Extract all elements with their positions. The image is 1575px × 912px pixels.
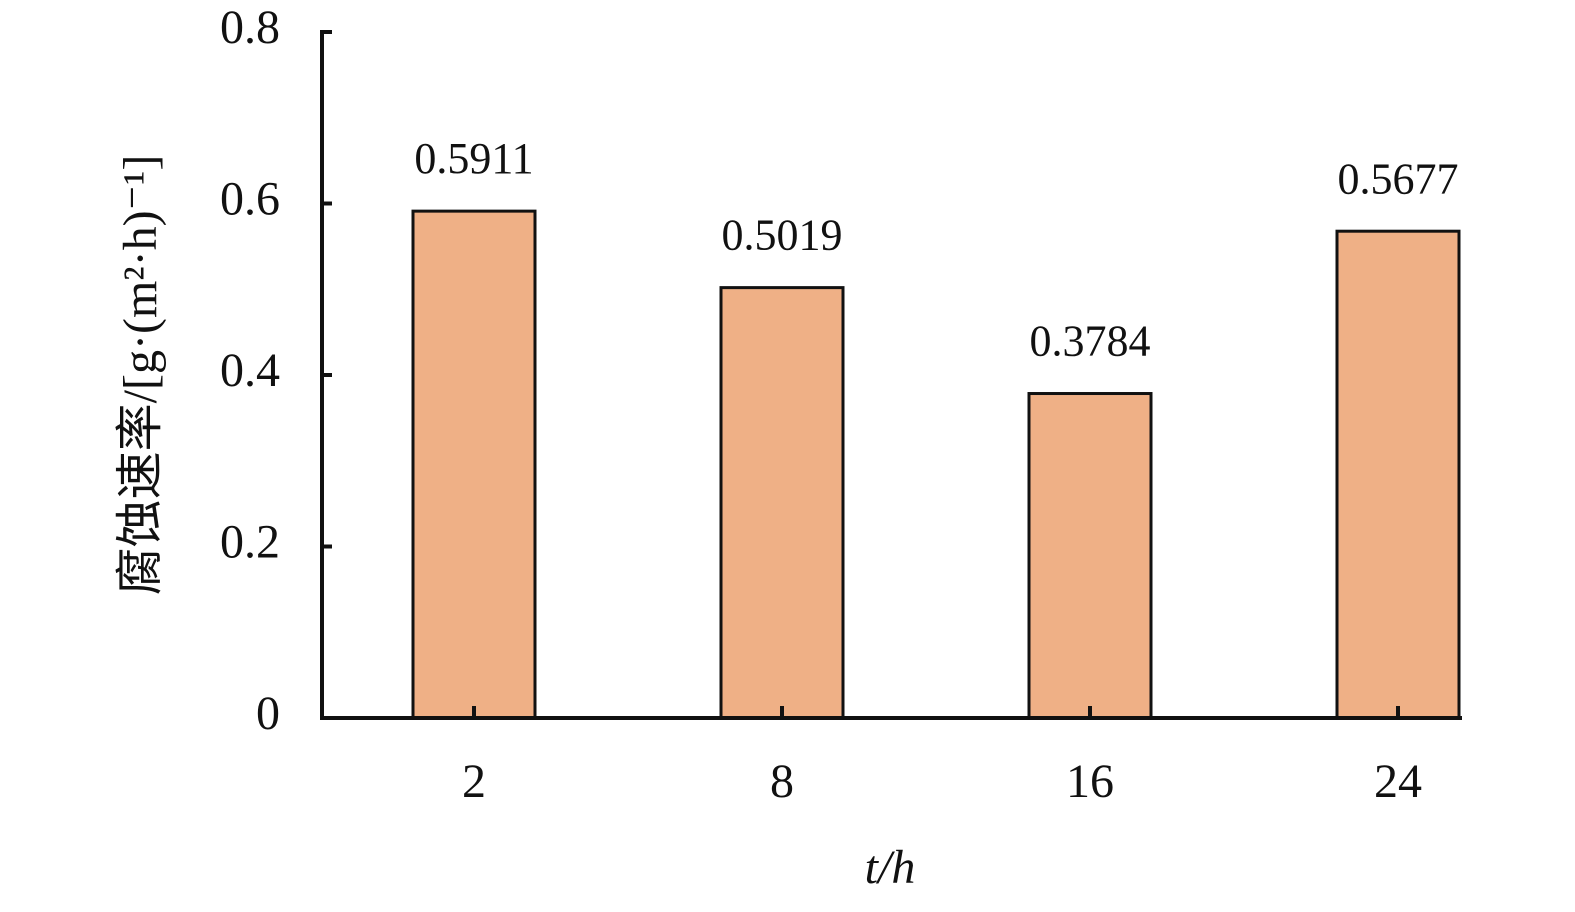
y-tick-label: 0.6 <box>220 173 280 226</box>
y-tick-label: 0.8 <box>220 1 280 54</box>
bar <box>411 209 537 720</box>
value-label: 0.5911 <box>414 134 533 183</box>
x-tick-label: 8 <box>770 755 794 808</box>
x-tick-label: 2 <box>462 755 486 808</box>
y-tick-label: 0.2 <box>220 516 280 569</box>
x-tick-label: 24 <box>1374 755 1422 808</box>
bar <box>1335 229 1461 720</box>
value-label: 0.5019 <box>722 211 843 260</box>
value-label: 0.3784 <box>1030 317 1151 366</box>
y-tick-label: 0.4 <box>220 344 280 397</box>
x-tick-label: 16 <box>1066 755 1114 808</box>
value-label: 0.5677 <box>1338 154 1459 203</box>
bar <box>1027 392 1153 720</box>
bar <box>719 286 845 720</box>
y-axis-title: 腐蚀速率/[g·(m²·h)⁻¹] <box>114 155 167 596</box>
y-tick-label: 0 <box>256 687 280 740</box>
x-axis-title: t/h <box>865 841 916 894</box>
